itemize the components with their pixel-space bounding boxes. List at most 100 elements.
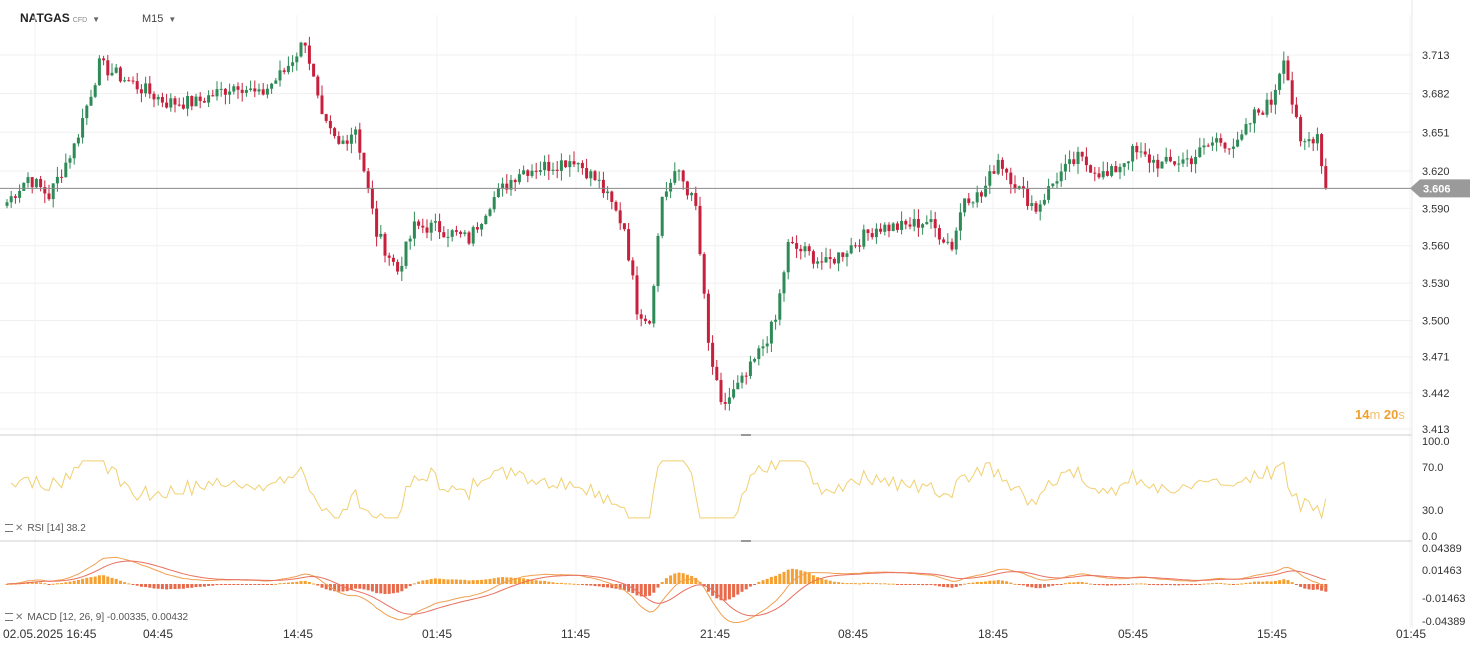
price-tick-label: 3.713 (1422, 50, 1450, 62)
candle-body (1168, 156, 1172, 162)
time-tick-label: 14:45 (283, 627, 313, 641)
time-tick-label: 08:45 (838, 627, 868, 641)
macd-histogram-bar (148, 584, 152, 588)
price-tick-label: 3.651 (1422, 127, 1450, 139)
macd-histogram-bar (719, 584, 723, 601)
macd-histogram-bar (606, 584, 610, 588)
menu-icon[interactable] (5, 524, 13, 533)
macd-histogram-bar (450, 579, 454, 584)
candle-body (1047, 186, 1051, 200)
candle-body (442, 232, 446, 238)
macd-histogram-bar (433, 578, 437, 584)
macd-histogram-bar (732, 584, 736, 598)
candle-body (538, 170, 542, 172)
candle-body (849, 245, 853, 254)
candle-body (572, 161, 576, 165)
close-icon[interactable]: ✕ (15, 523, 24, 534)
macd-histogram-bar (1042, 584, 1046, 588)
macd-histogram-bar (912, 584, 916, 585)
candle-body (660, 196, 664, 236)
macd-histogram-bar (622, 584, 626, 591)
top-bar: NATGAS CFD ▼ M15 ▼ (0, 0, 1482, 30)
candle-body (832, 258, 836, 264)
macd-histogram-bar (627, 584, 631, 592)
close-icon[interactable]: ✕ (15, 612, 24, 623)
macd-histogram-bar (1017, 584, 1021, 585)
candle-body (979, 192, 983, 197)
candle-body (454, 230, 458, 232)
macd-histogram-bar (60, 583, 64, 585)
macd-histogram-bar (1173, 584, 1177, 586)
candle-body (1105, 171, 1109, 176)
macd-histogram-bar (1135, 583, 1139, 585)
macd-histogram-bar (475, 580, 479, 584)
macd-histogram-bar (967, 582, 971, 584)
candle-body (207, 95, 211, 103)
price-tick-label: 3.682 (1422, 89, 1450, 101)
macd-histogram-bar (744, 584, 748, 590)
macd-histogram-bar (610, 584, 614, 589)
candle-body (1139, 151, 1143, 153)
candle-body (648, 321, 652, 324)
macd-histogram-bar (837, 582, 841, 584)
candle-body (34, 178, 38, 188)
candle-body (30, 177, 34, 188)
candle-body (988, 171, 992, 186)
menu-icon[interactable] (5, 613, 13, 622)
candle-body (417, 221, 421, 226)
candle-body (547, 161, 551, 171)
macd-histogram-bar (1189, 584, 1193, 586)
candle-body (261, 89, 265, 95)
candle-body (148, 83, 152, 94)
macd-histogram-bar (253, 584, 257, 585)
macd-histogram-bar (1215, 582, 1219, 584)
symbol-selector[interactable]: NATGAS CFD ▼ (20, 11, 100, 25)
candle-body (1265, 99, 1269, 115)
candle-body (383, 233, 387, 256)
macd-histogram-bar (5, 584, 9, 585)
candle-body (211, 95, 215, 97)
macd-histogram-bar (1156, 584, 1160, 586)
macd-histogram-bar (51, 583, 55, 585)
candle-body (165, 102, 169, 108)
candle-body (1244, 124, 1248, 135)
macd-histogram-bar (341, 584, 345, 592)
candle-body (803, 246, 807, 252)
candle-body (253, 88, 257, 92)
macd-histogram-bar (307, 582, 311, 584)
macd-histogram-bar (530, 579, 534, 584)
candle-body (463, 232, 467, 234)
candle-body (177, 104, 181, 106)
candle-body (240, 89, 244, 93)
candle-body (589, 171, 593, 179)
macd-histogram-bar (593, 584, 597, 587)
macd-histogram-bar (736, 584, 740, 595)
candle-body (123, 80, 127, 82)
candle-body (723, 402, 727, 404)
macd-histogram-bar (984, 581, 988, 584)
macd-histogram-bar (261, 584, 265, 585)
macd-histogram-bar (1005, 581, 1009, 584)
candle-body (534, 170, 538, 172)
candle-body (1273, 89, 1277, 105)
macd-histogram-bar (316, 584, 320, 586)
candle-body (1286, 60, 1290, 81)
macd-histogram-bar (274, 583, 278, 585)
macd-histogram-bar (1147, 584, 1151, 585)
macd-histogram-bar (841, 582, 845, 584)
macd-histogram-bar (249, 584, 253, 585)
macd-tick-label: -0.01463 (1422, 593, 1465, 605)
macd-histogram-bar (1303, 584, 1307, 589)
candle-body (627, 229, 631, 261)
candle-body (1278, 73, 1282, 90)
candle-body (1131, 145, 1135, 162)
chevron-down-icon: ▼ (168, 15, 177, 24)
candle-body (223, 88, 227, 95)
candle-body (202, 100, 206, 103)
macd-histogram-bar (580, 584, 584, 585)
candle-body (55, 176, 59, 184)
timeframe-selector[interactable]: M15 ▼ (142, 13, 176, 25)
macd-histogram-bar (366, 584, 370, 591)
candle-body (702, 254, 706, 294)
